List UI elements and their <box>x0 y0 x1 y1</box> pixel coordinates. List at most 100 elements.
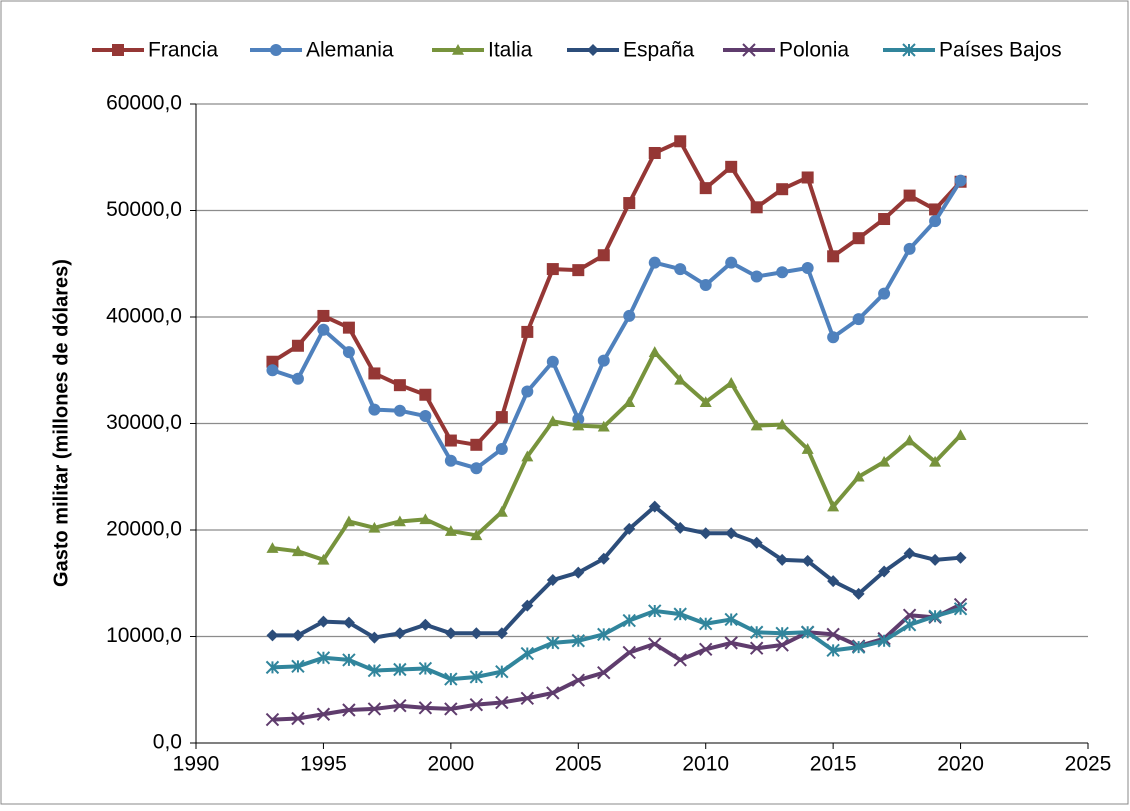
marker <box>597 552 610 565</box>
series-line <box>272 504 961 640</box>
marker <box>775 626 789 641</box>
marker <box>597 354 610 367</box>
marker <box>826 627 840 642</box>
marker <box>878 287 891 300</box>
marker <box>648 637 662 651</box>
series-line <box>271 179 963 471</box>
marker <box>342 653 356 667</box>
marker <box>317 309 330 322</box>
marker <box>749 641 764 655</box>
marker <box>495 695 509 710</box>
marker <box>903 189 916 202</box>
series-line <box>272 350 963 562</box>
marker <box>776 266 789 279</box>
marker <box>954 429 967 441</box>
marker <box>546 355 559 368</box>
marker <box>928 609 942 623</box>
marker <box>699 396 712 407</box>
marker <box>674 373 687 385</box>
marker <box>419 513 432 525</box>
marker <box>444 525 457 536</box>
marker <box>674 263 687 276</box>
x-tick-label: 2000 <box>427 753 474 776</box>
marker <box>852 470 865 482</box>
marker <box>265 712 280 727</box>
x-tick-label: 2015 <box>810 753 857 776</box>
marker <box>546 263 559 276</box>
marker <box>648 146 661 159</box>
marker <box>878 565 891 578</box>
marker <box>520 646 535 661</box>
marker <box>393 627 406 640</box>
marker <box>827 500 840 512</box>
marker <box>521 325 534 338</box>
marker <box>622 645 636 660</box>
marker <box>572 264 585 277</box>
marker <box>112 44 124 56</box>
marker <box>342 321 355 334</box>
marker <box>470 462 483 475</box>
marker <box>902 43 916 57</box>
marker <box>597 627 611 642</box>
marker <box>393 699 407 713</box>
marker <box>674 521 687 534</box>
marker <box>291 339 304 352</box>
marker <box>673 653 687 667</box>
y-tick-label: 10000,0 <box>106 624 182 647</box>
marker <box>852 587 865 600</box>
marker <box>342 346 355 359</box>
marker <box>495 443 508 456</box>
marker <box>725 377 738 388</box>
marker <box>546 574 559 587</box>
marker <box>444 702 458 716</box>
series-line <box>272 602 962 722</box>
marker <box>367 702 382 716</box>
marker <box>470 529 483 541</box>
marker <box>572 566 585 579</box>
series-line <box>272 606 962 682</box>
marker <box>444 672 458 686</box>
marker <box>571 673 585 687</box>
marker <box>775 638 789 652</box>
marker <box>929 203 942 216</box>
marker <box>317 615 330 628</box>
marker <box>266 355 279 368</box>
marker <box>470 438 483 451</box>
marker <box>393 379 406 392</box>
marker <box>342 515 355 527</box>
marker <box>270 44 282 56</box>
marker <box>572 413 585 426</box>
x-tick-label: 1990 <box>173 753 220 776</box>
marker <box>742 43 756 57</box>
marker <box>699 182 712 195</box>
marker <box>546 636 560 650</box>
marker <box>725 527 738 540</box>
marker <box>342 703 356 717</box>
marker <box>724 636 738 650</box>
marker <box>317 323 330 336</box>
marker <box>648 604 662 618</box>
marker <box>444 434 457 447</box>
marker <box>623 197 636 210</box>
marker <box>368 521 381 533</box>
marker <box>521 599 534 612</box>
marker <box>419 388 432 401</box>
marker <box>317 553 330 565</box>
marker <box>674 135 687 148</box>
marker <box>699 527 712 540</box>
y-tick-label: 0,0 <box>153 731 182 754</box>
marker <box>316 651 331 665</box>
marker <box>623 396 636 407</box>
marker <box>929 455 942 467</box>
marker <box>291 711 305 726</box>
y-tick-label: 20000,0 <box>106 518 182 541</box>
legend-label: España <box>623 39 695 62</box>
marker <box>725 160 738 173</box>
marker <box>622 613 636 628</box>
y-tick-label: 30000,0 <box>106 411 182 434</box>
marker <box>623 309 636 322</box>
marker <box>587 44 599 56</box>
marker <box>750 419 763 431</box>
